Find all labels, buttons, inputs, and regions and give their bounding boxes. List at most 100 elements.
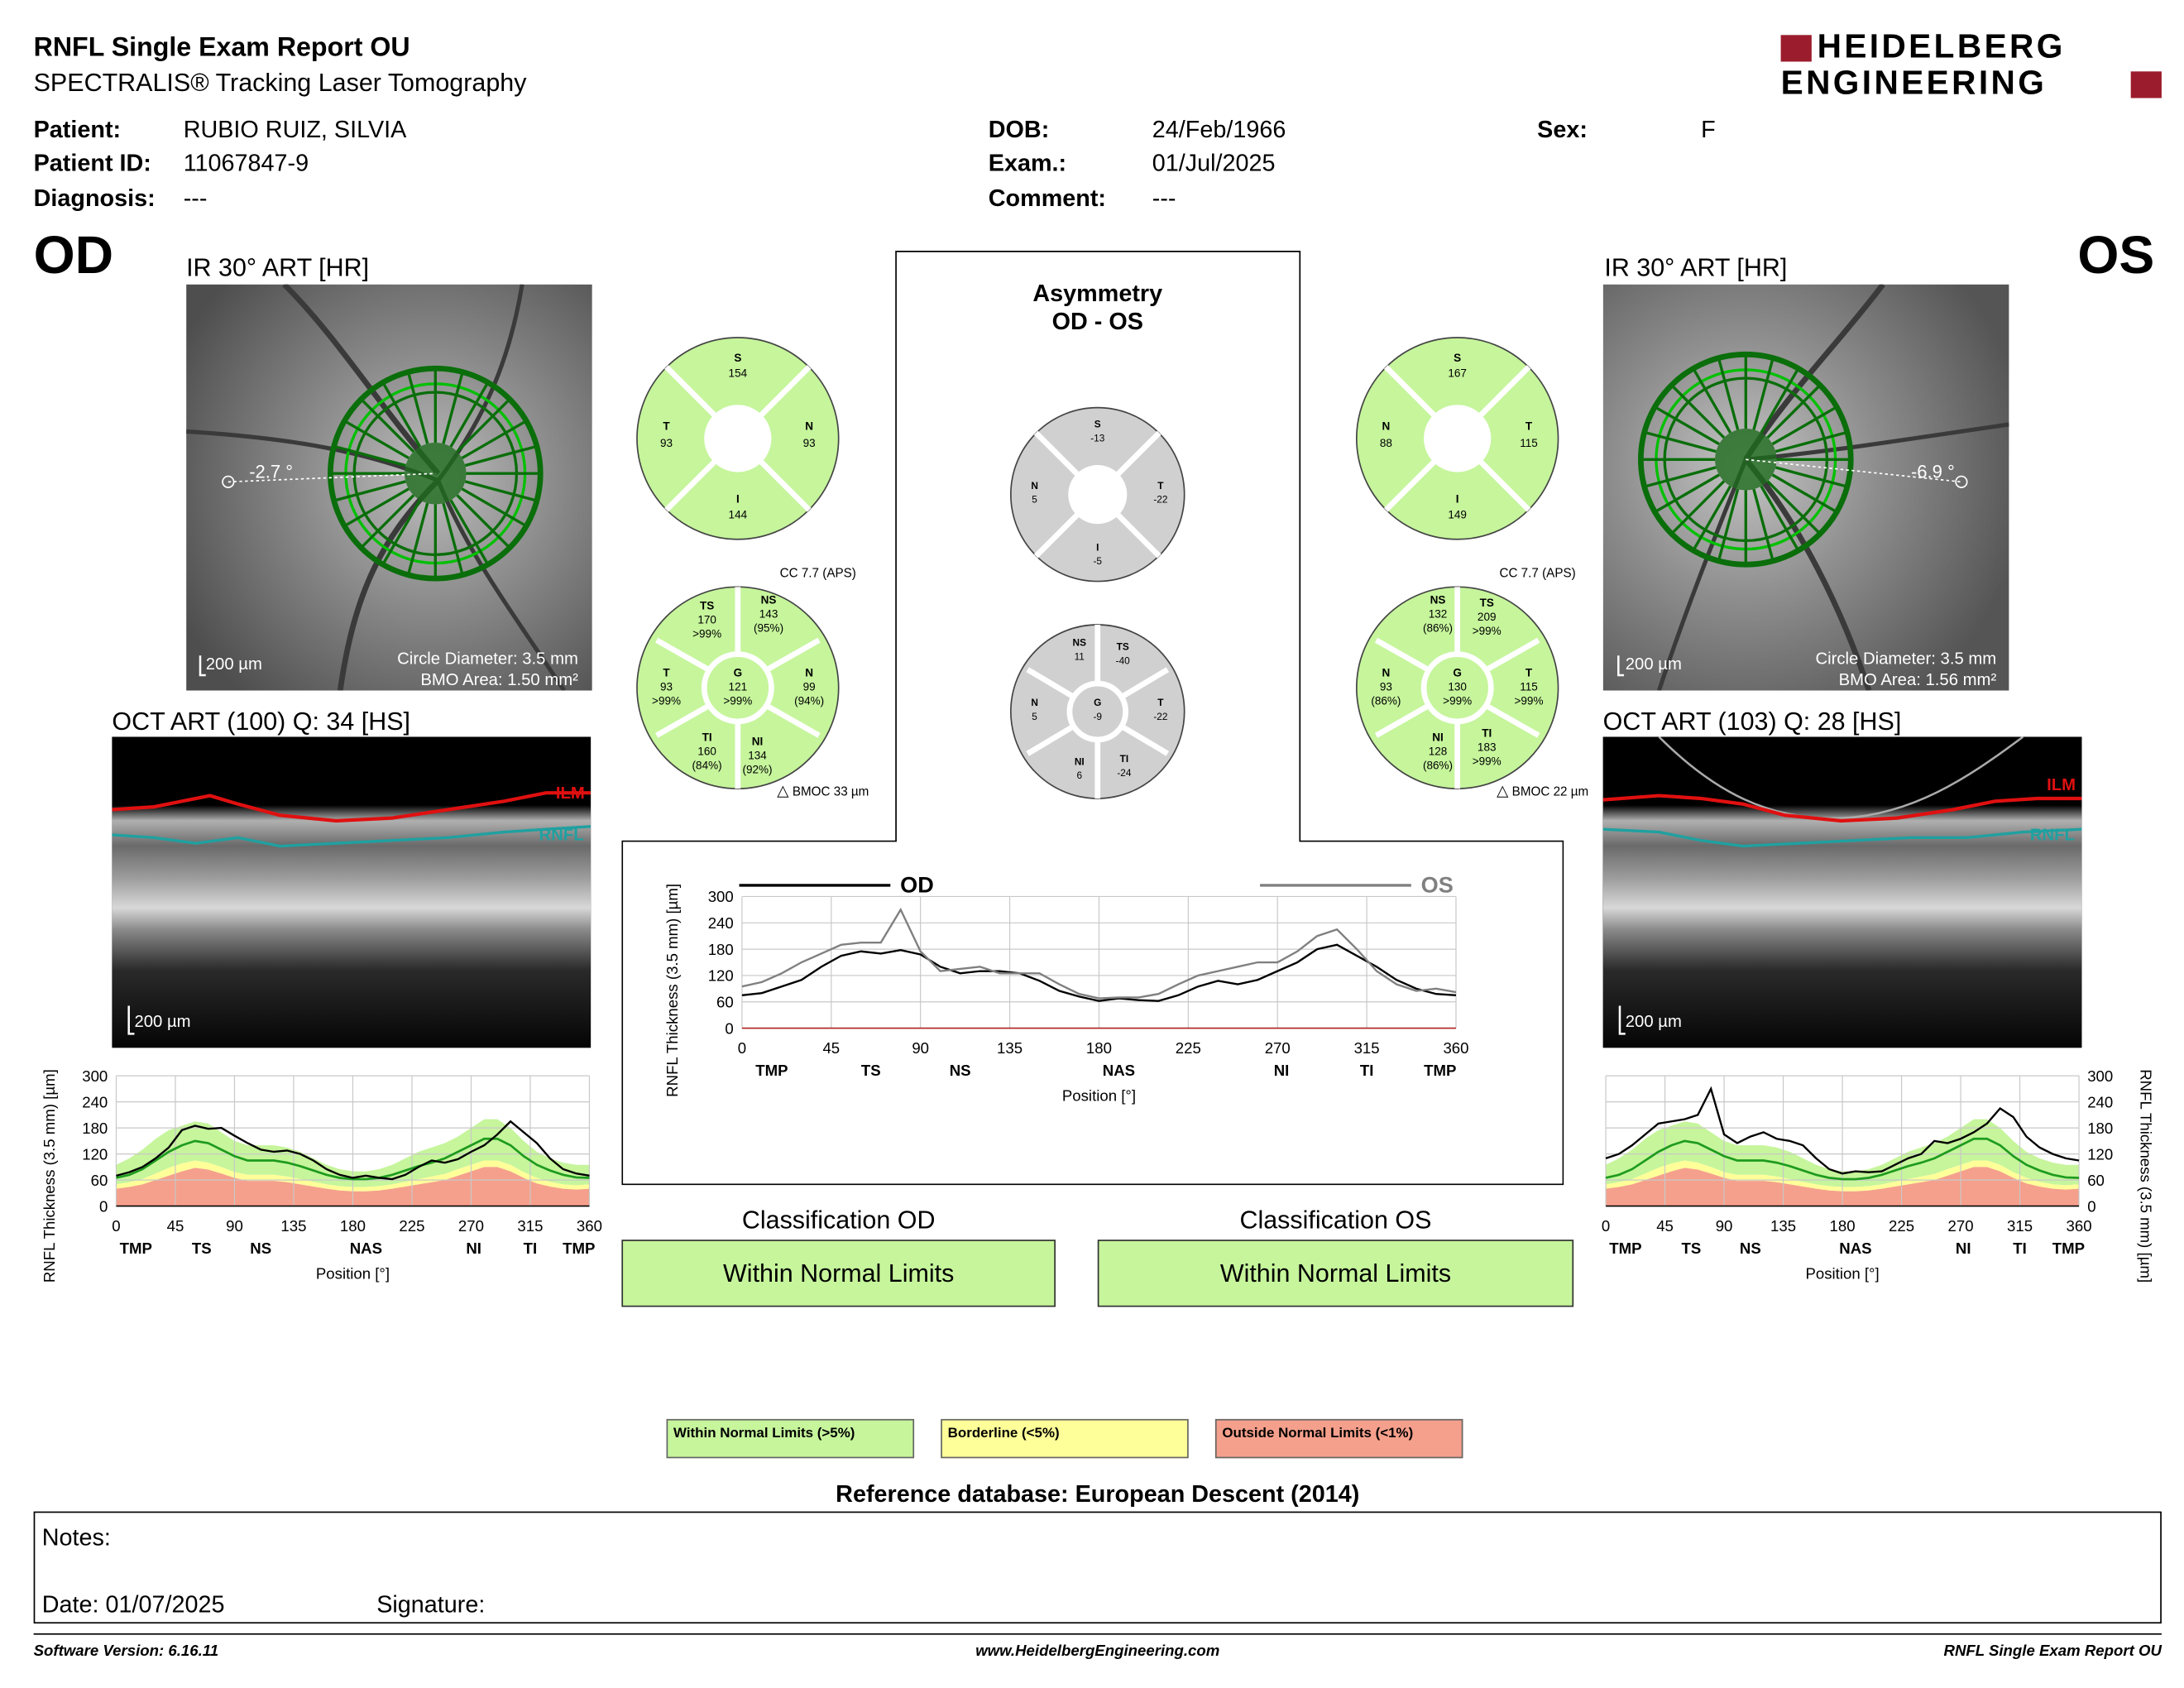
od-t6-value: 93 <box>660 681 673 693</box>
od-bmo-area: BMO Area: 1.50 mm² <box>420 671 578 689</box>
comment-label: Comment: <box>988 185 1107 212</box>
classification-od-title: Classification OD <box>741 1206 936 1235</box>
os-scale-label: 200 µm <box>1626 655 1682 674</box>
legend-borderline: Borderline (<5%) <box>941 1418 1189 1459</box>
scan-line <box>343 420 410 460</box>
normal-mean-line <box>116 1137 590 1181</box>
os-g-value: 130 <box>1448 681 1467 693</box>
od-oct-title: OCT ART (100) Q: 34 [HS] <box>112 707 411 736</box>
sector-label: TI <box>524 1240 538 1257</box>
sector-label: TMP <box>1424 1062 1456 1079</box>
x-tick-label: 225 <box>1176 1039 1201 1057</box>
y-tick-label: 60 <box>91 1172 108 1189</box>
os-g-pct: >99% <box>1443 695 1472 707</box>
scan-line <box>461 420 528 460</box>
os-ts-value: 209 <box>1478 611 1497 623</box>
asym-s-value: -13 <box>1090 432 1105 444</box>
od-g-name: G <box>734 667 743 679</box>
scan-line <box>1644 466 1717 488</box>
x-tick-label: 135 <box>280 1217 306 1235</box>
delta-icon: △ <box>777 783 789 800</box>
sector-label: TMP <box>563 1240 595 1257</box>
od-ns-value: 143 <box>759 608 778 621</box>
scan-line <box>360 494 415 549</box>
os-n-name: N <box>1382 420 1390 433</box>
ou-comparison-chart: 0 60 120 180 240 300 0 45 90 135 180 225 270 315 360 TM… <box>663 871 1468 1105</box>
asym-ts-name: TS <box>1117 641 1129 653</box>
x-tick-label: 45 <box>167 1217 184 1235</box>
scan-line <box>1717 488 1740 562</box>
os-angle: -6.9 ° <box>1911 461 1955 482</box>
od-i-name: I <box>736 493 740 506</box>
y-axis-label: RNFL Thickness (3.5 mm) [µm] <box>663 884 681 1097</box>
x-tick-label: 225 <box>399 1217 424 1235</box>
y-tick-label: 300 <box>2087 1067 2113 1085</box>
asym-i-name: I <box>1096 541 1099 553</box>
os-n6-value: 93 <box>1380 681 1392 693</box>
x-tick-label: 0 <box>738 1039 746 1057</box>
scan-line <box>1692 485 1732 552</box>
x-tick-label: 360 <box>2067 1217 2092 1235</box>
od-ilm-label: ILM <box>556 784 585 803</box>
asym-ns-name: NS <box>1073 636 1087 648</box>
asym-g-value: -9 <box>1093 711 1102 722</box>
scan-line <box>449 381 490 448</box>
sector-label: NS <box>950 1062 971 1079</box>
scan-line <box>1654 405 1720 446</box>
os-i-name: I <box>1456 493 1459 506</box>
y-tick-label: 120 <box>2087 1145 2113 1163</box>
classification-od-result: Within Normal Limits <box>621 1240 1056 1307</box>
x-tick-label: 270 <box>458 1217 484 1235</box>
os-ti-value: 183 <box>1478 741 1497 753</box>
asym-n6-value: 5 <box>1032 711 1037 722</box>
od-angle: -2.7 ° <box>249 461 293 482</box>
scan-line <box>1752 488 1774 562</box>
classification-os-result: Within Normal Limits <box>1097 1240 1574 1307</box>
footer-report-name: RNFL Single Exam Report OU <box>1943 1642 2162 1661</box>
od-ts-pct: >99% <box>692 627 721 640</box>
od-scale-label: 200 µm <box>206 655 262 674</box>
asym-n-value: 5 <box>1032 494 1037 506</box>
os-t6-name: T <box>1525 667 1533 679</box>
sector-label: TS <box>192 1240 212 1257</box>
legend-od-label: OD <box>900 871 934 897</box>
asym-t6-name: T <box>1157 697 1164 708</box>
asym-ti-name: TI <box>1120 753 1129 765</box>
scan-line <box>449 499 490 566</box>
od-n6-pct: (94%) <box>794 695 824 707</box>
x-tick-label: 315 <box>1354 1039 1380 1057</box>
os-eye-label: OS <box>2077 227 2155 286</box>
asymmetry-sector-4-chart: S -13 N 5 T -22 I -5 <box>1008 405 1187 591</box>
scan-line <box>381 499 422 566</box>
x-tick-label: 90 <box>912 1039 929 1057</box>
y-tick-label: 240 <box>82 1093 108 1110</box>
os-t-value: 115 <box>1520 437 1538 449</box>
x-axis-label: Position [°] <box>1062 1087 1136 1105</box>
classification-os-title: Classification OS <box>1239 1206 1432 1235</box>
sector-label: NI <box>1956 1240 1971 1257</box>
y-tick-label: 120 <box>82 1145 108 1163</box>
footer-website[interactable]: www.HeidelbergEngineering.com <box>975 1642 1220 1661</box>
sector-label: TMP <box>1609 1240 1641 1257</box>
x-tick-label: 225 <box>1889 1217 1914 1235</box>
os-t-name: T <box>1525 420 1533 433</box>
os-ns-name: NS <box>1430 594 1446 607</box>
scan-line <box>360 398 415 453</box>
y-tick-label: 0 <box>2087 1197 2095 1215</box>
asymmetry-title: Asymmetry OD - OS <box>1032 280 1163 335</box>
asym-ti-value: -24 <box>1117 767 1132 779</box>
legend-wnl: Within Normal Limits (>5%) <box>666 1418 915 1459</box>
os-oct-title: OCT ART (103) Q: 28 [HS] <box>1602 707 1902 736</box>
report-subtitle: SPECTRALIS® Tracking Laser Tomography <box>33 68 527 97</box>
notes-box[interactable]: Notes: Date: 01/07/2025 Signature: <box>33 1511 2162 1624</box>
patient-label: Patient: <box>33 116 122 143</box>
normal-mean-line <box>1605 1137 2080 1181</box>
x-axis-label: Position [°] <box>316 1265 390 1283</box>
scan-line <box>333 444 406 468</box>
scan-line <box>406 372 429 444</box>
od-ni-pct: (92%) <box>742 763 772 775</box>
os-s-value: 167 <box>1448 367 1467 379</box>
os-n-value: 88 <box>1380 437 1392 449</box>
od-g-value: 121 <box>729 681 748 693</box>
os-g-name: G <box>1453 667 1462 679</box>
